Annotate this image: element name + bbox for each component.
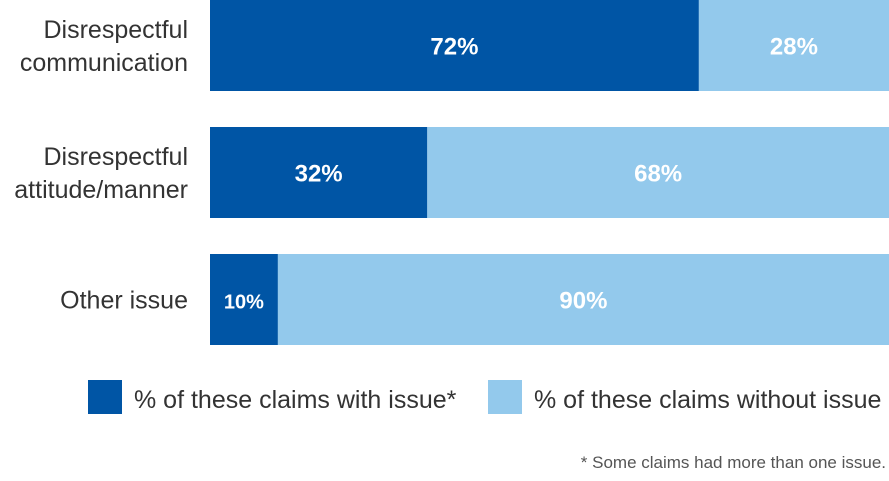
value-label-disrespectful-attitude-manner-without-issue: 68% — [634, 161, 682, 188]
category-label-line: communication — [20, 49, 188, 77]
value-label-other-issue-without-issue: 90% — [559, 288, 607, 315]
category-label-line: attitude/manner — [14, 176, 188, 204]
value-label-disrespectful-communication-without-issue: 28% — [770, 34, 818, 61]
bar-other-issue-without-issue — [277, 254, 889, 345]
legend: % of these claims with issue* % of these… — [88, 380, 881, 414]
legend-label-without-issue: % of these claims without issue — [534, 386, 881, 414]
footnote: * Some claims had more than one issue. — [581, 453, 886, 472]
value-label-other-issue-with-issue: 10% — [224, 292, 264, 314]
bar-other-issue-with-issue — [210, 254, 278, 345]
category-label-other-issue: Other issue — [60, 287, 188, 315]
category-label-disrespectful-communication: Disrespectful communication — [20, 16, 188, 77]
bar-disrespectful-attitude-manner-with-issue — [210, 127, 428, 218]
value-label-disrespectful-communication-with-issue: 72% — [430, 34, 478, 61]
legend-label-with-issue: % of these claims with issue* — [134, 386, 457, 414]
bars-group: 72% 28% 32% 68% 10% 90% — [210, 0, 889, 345]
legend-swatch-without-issue — [488, 380, 522, 414]
category-label-line: Disrespectful — [44, 16, 189, 44]
legend-swatch-with-issue — [88, 380, 122, 414]
category-label-disrespectful-attitude-manner: Disrespectful attitude/manner — [14, 143, 188, 204]
value-label-disrespectful-attitude-manner-with-issue: 32% — [295, 161, 343, 188]
bar-disrespectful-communication-with-issue — [210, 0, 699, 91]
category-label-line: Disrespectful — [44, 143, 189, 171]
category-labels: Disrespectful communication Disrespectful a… — [14, 16, 188, 315]
bar-disrespectful-attitude-manner-without-issue — [427, 127, 889, 218]
category-label-line: Other issue — [60, 287, 188, 315]
bar-disrespectful-communication-without-issue — [698, 0, 889, 91]
